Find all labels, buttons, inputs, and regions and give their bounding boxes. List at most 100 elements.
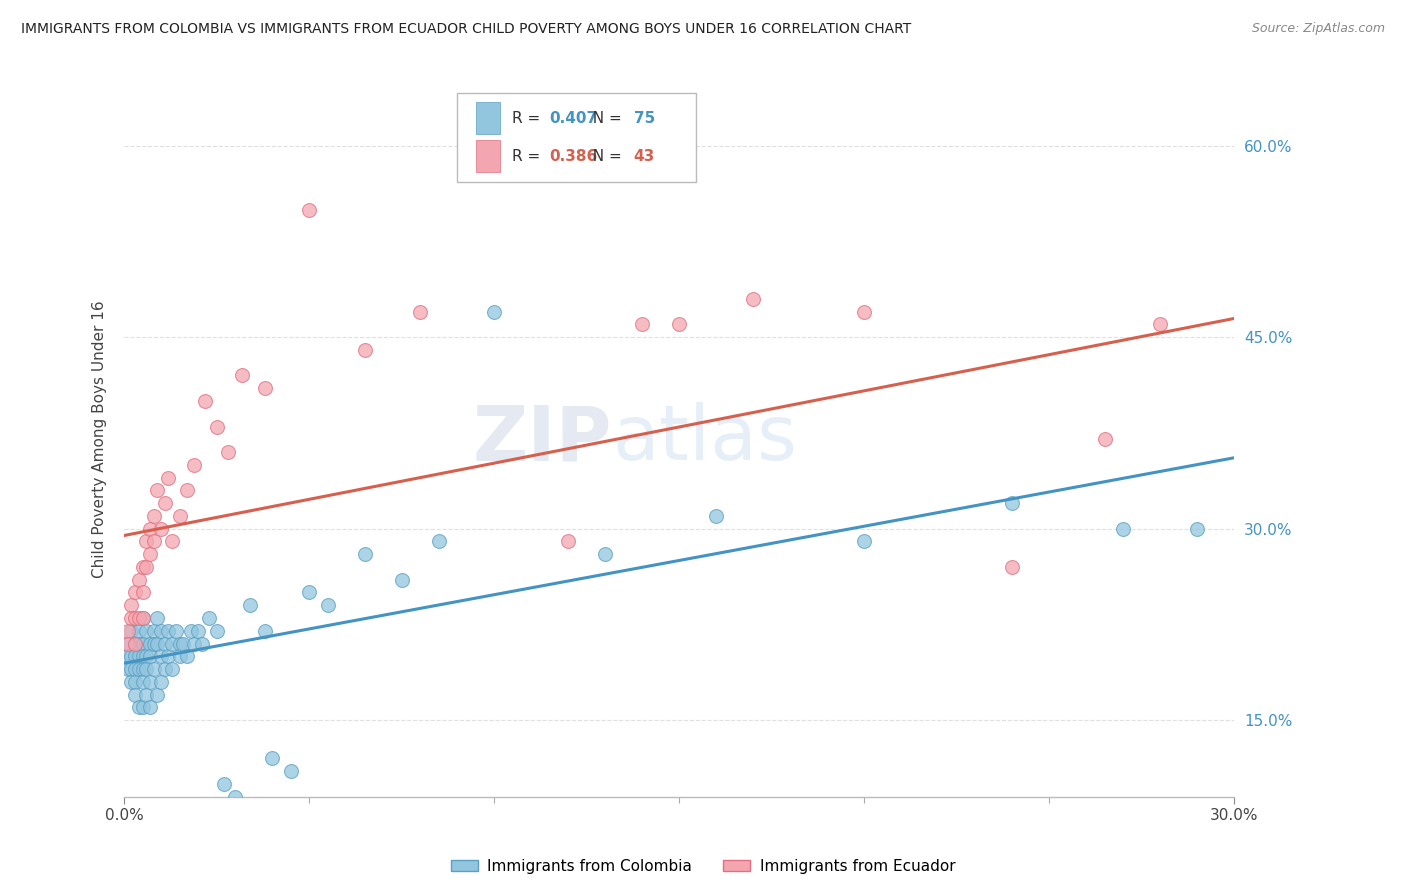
Point <box>157 624 180 638</box>
Point <box>1112 522 1135 536</box>
Point <box>353 547 375 561</box>
Text: Source: ZipAtlas.com: Source: ZipAtlas.com <box>1251 22 1385 36</box>
Text: 0.407: 0.407 <box>550 111 598 126</box>
Point <box>153 662 176 676</box>
Point <box>482 304 505 318</box>
Point <box>176 649 198 664</box>
Point <box>135 534 157 549</box>
Point <box>169 508 191 523</box>
Point <box>253 624 276 638</box>
Point <box>482 802 505 816</box>
Point <box>150 674 173 689</box>
Point <box>160 662 183 676</box>
Point <box>131 611 153 625</box>
Point <box>124 585 146 599</box>
Point <box>704 508 727 523</box>
Point <box>409 304 432 318</box>
Point <box>212 777 235 791</box>
Point <box>298 585 321 599</box>
Point <box>135 649 157 664</box>
Text: 43: 43 <box>634 149 655 164</box>
Point <box>131 585 153 599</box>
Point <box>146 611 169 625</box>
Point <box>124 611 146 625</box>
Point <box>146 688 169 702</box>
Point <box>120 598 142 612</box>
Point <box>853 534 876 549</box>
Point <box>280 764 302 779</box>
Point <box>169 649 191 664</box>
Legend: Immigrants from Colombia, Immigrants from Ecuador: Immigrants from Colombia, Immigrants fro… <box>444 853 962 880</box>
Point <box>139 649 162 664</box>
Point <box>117 636 139 650</box>
Point <box>139 674 162 689</box>
Point <box>117 624 139 638</box>
Point <box>135 688 157 702</box>
Point <box>853 304 876 318</box>
Point <box>142 662 165 676</box>
Point <box>593 547 616 561</box>
Point <box>131 674 153 689</box>
Point <box>1149 318 1171 332</box>
Point <box>169 636 191 650</box>
Point <box>124 674 146 689</box>
Point <box>120 662 142 676</box>
Point <box>142 534 165 549</box>
Point <box>742 292 765 306</box>
Point <box>146 483 169 498</box>
Point <box>150 522 173 536</box>
Point <box>135 624 157 638</box>
Text: ZIP: ZIP <box>472 402 613 476</box>
Point <box>135 560 157 574</box>
Point <box>668 318 690 332</box>
Point <box>153 636 176 650</box>
Point <box>142 624 165 638</box>
Point <box>128 573 150 587</box>
Point <box>120 674 142 689</box>
Point <box>183 636 205 650</box>
Point <box>124 688 146 702</box>
Point <box>139 636 162 650</box>
Text: N =: N = <box>582 111 626 126</box>
Point <box>146 636 169 650</box>
Point <box>187 624 209 638</box>
Point <box>183 458 205 472</box>
Point <box>120 649 142 664</box>
Point <box>353 343 375 357</box>
Point <box>1094 432 1116 446</box>
Point <box>124 662 146 676</box>
Text: R =: R = <box>512 111 544 126</box>
Point <box>117 662 139 676</box>
Point <box>150 624 173 638</box>
Point <box>160 636 183 650</box>
Point <box>253 381 276 395</box>
Point <box>194 394 217 409</box>
Point <box>124 636 146 650</box>
Point <box>131 560 153 574</box>
Point <box>131 611 153 625</box>
Text: N =: N = <box>582 149 626 164</box>
Point <box>128 700 150 714</box>
Text: 75: 75 <box>634 111 655 126</box>
Point <box>131 700 153 714</box>
Point <box>631 318 654 332</box>
Point <box>316 598 339 612</box>
Point <box>150 649 173 664</box>
Point <box>180 624 202 638</box>
Point <box>128 636 150 650</box>
Point <box>131 662 153 676</box>
Point <box>205 624 228 638</box>
Point <box>165 624 187 638</box>
Point <box>427 534 450 549</box>
Point <box>217 445 239 459</box>
Point <box>128 611 150 625</box>
Point <box>131 636 153 650</box>
Point <box>117 636 139 650</box>
Point <box>224 789 246 804</box>
Point <box>557 534 579 549</box>
Point <box>124 649 146 664</box>
Point <box>124 636 146 650</box>
Text: R =: R = <box>512 149 544 164</box>
Point <box>120 611 142 625</box>
Point <box>176 483 198 498</box>
